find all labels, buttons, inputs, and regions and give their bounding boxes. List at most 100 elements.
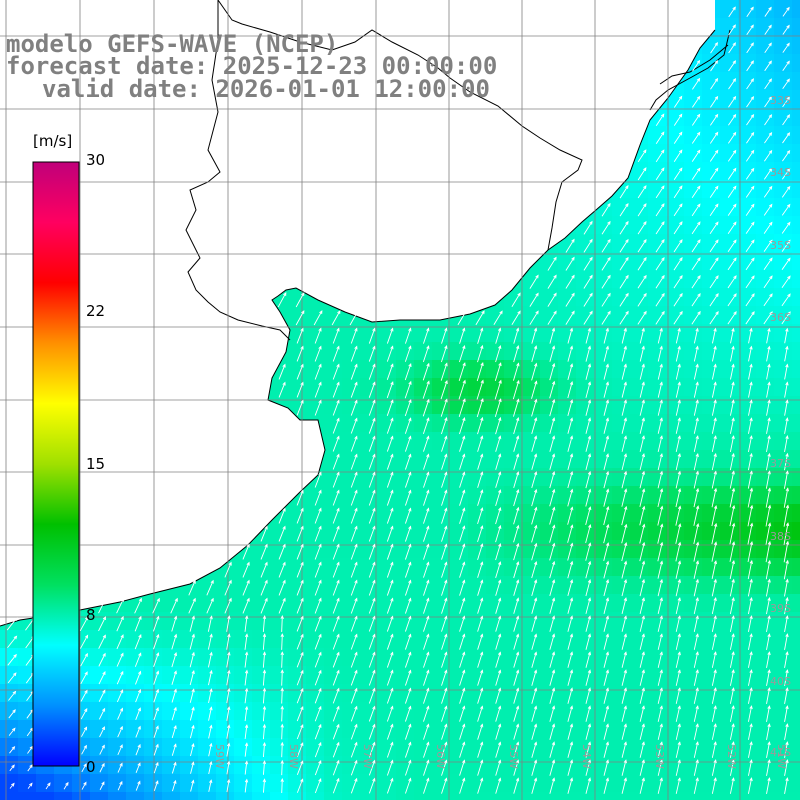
wind-arrow [583,238,593,253]
wind-arrow [134,633,142,650]
wind-arrow [386,399,394,416]
wind-arrow [153,688,159,703]
wind-arrow [781,167,791,180]
wind-arrow [441,453,448,470]
wind-arrow [657,327,663,344]
wind-arrow [621,363,627,380]
wind-arrow [549,398,556,417]
wind-arrow [314,579,322,596]
wind-arrow [673,149,683,162]
wind-arrow [494,362,502,382]
wind-arrow [747,470,753,489]
wind-arrow [7,653,17,666]
wind-arrow [189,724,195,739]
wind-arrow [675,452,681,471]
lat-label: 36S [770,311,791,324]
wind-arrow [763,167,773,180]
wind-arrow [711,615,717,632]
wind-arrow [748,687,753,704]
wind-arrow [386,705,394,722]
wind-arrow [729,487,736,508]
wind-arrow [386,741,394,758]
wind-arrow [673,221,683,235]
wind-arrow [784,615,789,632]
wind-arrow [459,471,466,488]
wind-arrow [657,541,664,562]
wind-arrow [603,597,610,614]
wind-arrow [278,579,286,596]
wind-arrow [244,687,249,704]
wind-arrow [565,274,575,289]
wind-arrow [295,310,305,326]
wind-arrow [531,453,538,470]
wind-arrow [441,741,448,758]
wind-arrow [350,651,358,668]
wind-arrow [621,399,627,416]
wind-arrow [172,779,177,792]
wind-arrow [278,597,286,614]
wind-arrow [637,203,647,217]
wind-arrow [728,42,736,54]
wind-arrow [171,651,178,668]
wind-arrow [784,741,789,758]
lon-label: 57W [361,744,374,769]
wind-arrow [368,759,376,776]
wind-arrow [531,417,538,435]
wind-arrow [781,185,791,198]
wind-arrow [657,705,663,722]
wind-arrow [637,167,647,181]
wind-arrow [709,149,719,162]
wind-arrow [781,203,791,216]
wind-arrow [350,669,358,686]
wind-arrow [729,597,735,615]
wind-arrow [529,292,539,307]
wind-arrow [368,777,376,794]
wind-arrow [693,578,699,597]
colorbar-tick-0: 0 [86,758,96,776]
wind-arrow [784,633,789,650]
wind-arrow [8,690,17,701]
wind-arrow [567,435,574,452]
wind-arrow [709,221,719,235]
wind-arrow [657,777,663,794]
wind-arrow [280,759,284,776]
wind-arrow [332,615,340,632]
wind-arrow [766,633,771,650]
wind-arrow [314,669,322,686]
wind-arrow [531,362,538,381]
wind-arrow [350,561,358,578]
wind-arrow [619,274,629,289]
wind-arrow [531,435,538,452]
wind-arrow [766,345,771,362]
wind-arrow [639,488,646,507]
wind-arrow [746,24,754,36]
wind-arrow [711,487,718,508]
wind-arrow [783,559,789,580]
wind-arrow [441,327,448,344]
wind-arrow [693,522,700,545]
wind-arrow [585,524,592,544]
wind-arrow [657,381,663,398]
wind-arrow [675,615,681,632]
wind-arrow [206,579,214,596]
wind-arrow [567,651,574,668]
wind-arrow [280,777,284,793]
wind-arrow [621,723,627,740]
wind-arrow [711,541,718,562]
wind-arrow [727,185,737,198]
wind-arrow [513,723,520,740]
wind-arrow [745,203,755,216]
wind-arrow [423,759,430,776]
wind-arrow [583,310,593,325]
wind-arrow [477,471,484,488]
wind-arrow [639,505,646,526]
wind-arrow [728,78,737,90]
wind-arrow [764,24,772,35]
wind-arrow [784,345,789,362]
wind-arrow [621,578,628,597]
wind-arrow [585,435,592,452]
wind-arrow [116,689,124,703]
wind-arrow [350,327,358,344]
wind-arrow [386,345,394,362]
wind-arrow [531,597,538,614]
